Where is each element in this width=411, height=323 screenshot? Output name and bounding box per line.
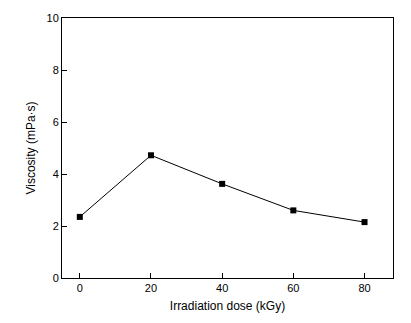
svg-text:80: 80 xyxy=(358,282,370,294)
svg-text:Irradiation dose (kGy): Irradiation dose (kGy) xyxy=(170,299,285,313)
svg-text:6: 6 xyxy=(53,116,59,128)
svg-text:20: 20 xyxy=(145,282,157,294)
svg-text:4: 4 xyxy=(53,168,59,180)
svg-text:2: 2 xyxy=(53,220,59,232)
svg-text:0: 0 xyxy=(53,272,59,284)
svg-text:0: 0 xyxy=(77,282,83,294)
svg-text:8: 8 xyxy=(53,64,59,76)
svg-text:40: 40 xyxy=(216,282,228,294)
svg-text:Viscosity (mPa·s): Viscosity (mPa·s) xyxy=(24,101,38,194)
svg-text:10: 10 xyxy=(47,12,59,24)
svg-text:60: 60 xyxy=(287,282,299,294)
